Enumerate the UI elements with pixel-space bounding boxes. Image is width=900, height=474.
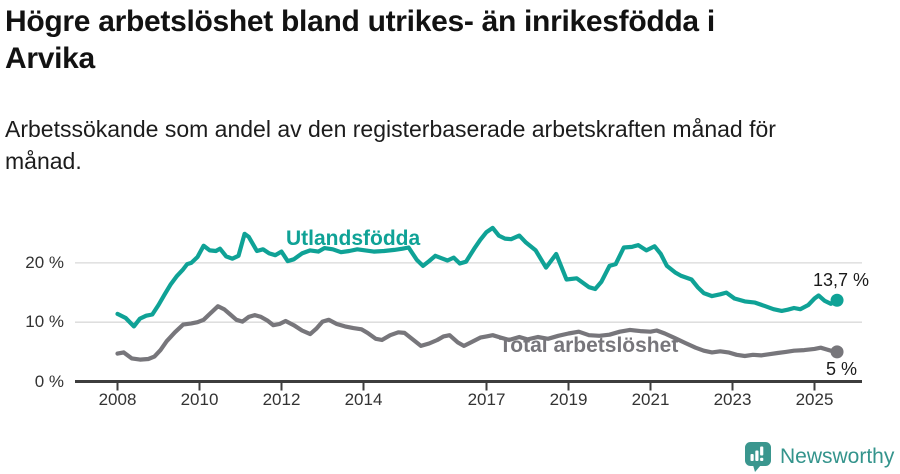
end-value-utlandsfodda: 13,7 % bbox=[812, 270, 869, 290]
chart-subtitle: Arbetssökande som andel av den registerb… bbox=[5, 113, 850, 177]
x-axis-tick-label: 2008 bbox=[98, 390, 137, 409]
x-axis-tick-label: 2021 bbox=[631, 390, 670, 409]
newsworthy-brand: Newsworthy bbox=[744, 441, 894, 472]
series-label-utlandsfodda: Utlandsfödda bbox=[286, 227, 421, 250]
newsworthy-bubble-barchart-icon bbox=[745, 442, 771, 472]
x-axis-tick-label: 2010 bbox=[180, 390, 219, 409]
x-axis-tick-label: 2017 bbox=[467, 390, 506, 409]
end-value-total: 5 % bbox=[826, 359, 858, 379]
title-line-2: Arvika bbox=[5, 42, 95, 75]
subtitle-line-2: månad. bbox=[5, 148, 82, 174]
page-title: Högre arbetslöshet bland utrikes- än inr… bbox=[5, 3, 850, 77]
x-axis-tick-label: 2025 bbox=[795, 390, 834, 409]
x-axis-tick-label: 2012 bbox=[262, 390, 301, 409]
x-axis-tick-label: 2023 bbox=[713, 390, 752, 409]
title-line-1: Högre arbetslöshet bland utrikes- än inr… bbox=[5, 5, 715, 38]
y-axis-tick-label: 20 % bbox=[25, 252, 64, 272]
y-axis-tick-label: 0 % bbox=[34, 371, 64, 391]
y-axis-tick-label: 10 % bbox=[25, 312, 64, 332]
series-label-total-arbetsloshet: Total arbetslöshet bbox=[499, 334, 679, 357]
brand-name: Newsworthy bbox=[780, 444, 895, 468]
subtitle-line-1: Arbetssökande som andel av den registerb… bbox=[5, 116, 776, 142]
x-axis-tick-label: 2014 bbox=[344, 390, 383, 409]
x-axis-tick-label: 2019 bbox=[549, 390, 588, 409]
